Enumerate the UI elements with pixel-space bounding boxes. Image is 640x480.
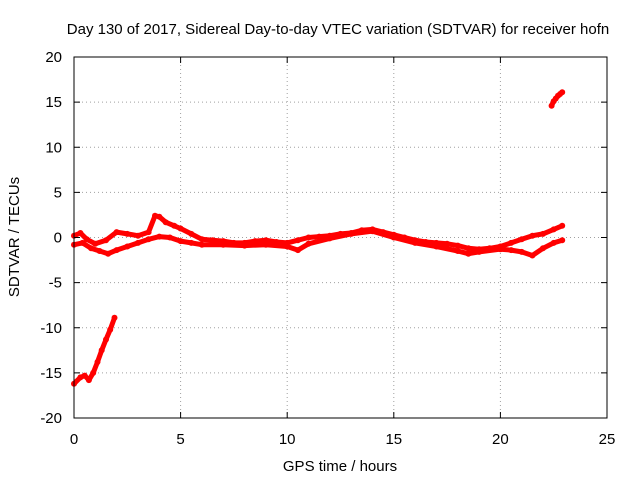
data-point	[454, 248, 461, 254]
data-point	[369, 228, 376, 235]
data-point	[113, 247, 120, 254]
data-point	[454, 242, 461, 249]
data-point	[284, 243, 291, 250]
y-tick-label: -5	[49, 275, 62, 292]
data-point	[177, 238, 184, 245]
data-point	[550, 239, 557, 246]
data-point	[529, 252, 536, 259]
data-point	[305, 234, 312, 241]
data-point	[508, 247, 515, 254]
data-point	[188, 230, 195, 237]
y-tick-label: -20	[40, 410, 62, 427]
data-point	[548, 102, 555, 109]
data-point	[135, 239, 141, 246]
data-point	[559, 222, 566, 229]
data-point	[465, 250, 472, 257]
data-point	[529, 232, 536, 239]
data-point	[433, 243, 440, 250]
data-point	[220, 241, 227, 248]
data-point	[135, 232, 141, 239]
x-tick-label: 25	[599, 431, 616, 448]
data-point	[107, 326, 114, 333]
data-point	[103, 237, 109, 244]
y-tick-label: -10	[40, 320, 62, 337]
data-point	[262, 241, 269, 248]
data-point	[465, 245, 472, 252]
data-point	[559, 237, 566, 244]
x-tick-label: 15	[385, 431, 402, 448]
data-series	[71, 89, 566, 387]
y-tick-label: 0	[54, 230, 62, 247]
x-tick-label: 20	[492, 431, 509, 448]
data-point	[508, 239, 515, 246]
x-tick-label: 0	[70, 431, 78, 448]
data-point	[124, 230, 131, 237]
data-point	[79, 239, 86, 246]
data-point	[305, 240, 312, 247]
data-point	[171, 222, 178, 229]
data-point	[559, 89, 566, 96]
data-point	[162, 219, 169, 226]
data-point	[90, 369, 97, 376]
data-point	[85, 377, 92, 384]
data-point	[294, 237, 301, 244]
data-point	[94, 359, 101, 365]
data-point	[81, 372, 88, 379]
data-point	[412, 239, 419, 246]
y-tick-label: 15	[45, 94, 62, 111]
data-point	[105, 250, 112, 257]
data-point	[209, 237, 216, 244]
y-tick-label: 10	[45, 139, 62, 156]
x-tick-label: 10	[279, 431, 296, 448]
data-point	[111, 314, 118, 321]
y-tick-label: -15	[40, 365, 62, 382]
data-point	[497, 246, 504, 253]
data-point	[476, 248, 483, 255]
data-point	[326, 235, 333, 242]
data-point	[98, 347, 105, 354]
data-point	[518, 236, 525, 243]
data-point	[103, 336, 109, 343]
data-point	[198, 236, 205, 243]
data-point	[188, 239, 195, 246]
data-point	[198, 241, 205, 248]
data-point	[348, 230, 355, 237]
axis-tick-labels: 0 5 10 15 20 25 -20 -15 -10 -5 0 5 10 15 20	[40, 49, 615, 448]
data-point	[177, 225, 184, 232]
chart-title: Day 130 of 2017, Sidereal Day-to-day VTE…	[67, 21, 609, 38]
data-point	[166, 234, 173, 241]
x-tick-label: 5	[176, 431, 184, 448]
data-point	[83, 236, 90, 243]
data-point	[390, 234, 397, 241]
data-point	[518, 248, 525, 255]
data-point	[124, 243, 131, 250]
y-tick-label: 20	[45, 49, 62, 66]
data-point	[540, 245, 546, 252]
data-point	[96, 248, 103, 254]
data-point	[316, 233, 323, 240]
y-axis-label: SDTVAR / TECUs	[6, 177, 23, 297]
data-point	[294, 247, 301, 254]
data-point	[92, 240, 99, 247]
y-tick-label: 5	[54, 184, 62, 201]
data-point	[241, 242, 248, 249]
data-point	[77, 230, 84, 236]
x-axis-label: GPS time / hours	[283, 458, 397, 475]
data-point	[88, 245, 95, 252]
data-point	[540, 230, 546, 237]
data-point	[145, 236, 152, 243]
axis-ticks	[73, 56, 608, 419]
data-point	[145, 229, 152, 236]
data-point	[113, 229, 120, 236]
data-point	[156, 233, 163, 240]
data-point	[444, 240, 451, 247]
data-point	[156, 213, 163, 220]
data-point	[262, 237, 269, 244]
data-point	[550, 226, 557, 233]
